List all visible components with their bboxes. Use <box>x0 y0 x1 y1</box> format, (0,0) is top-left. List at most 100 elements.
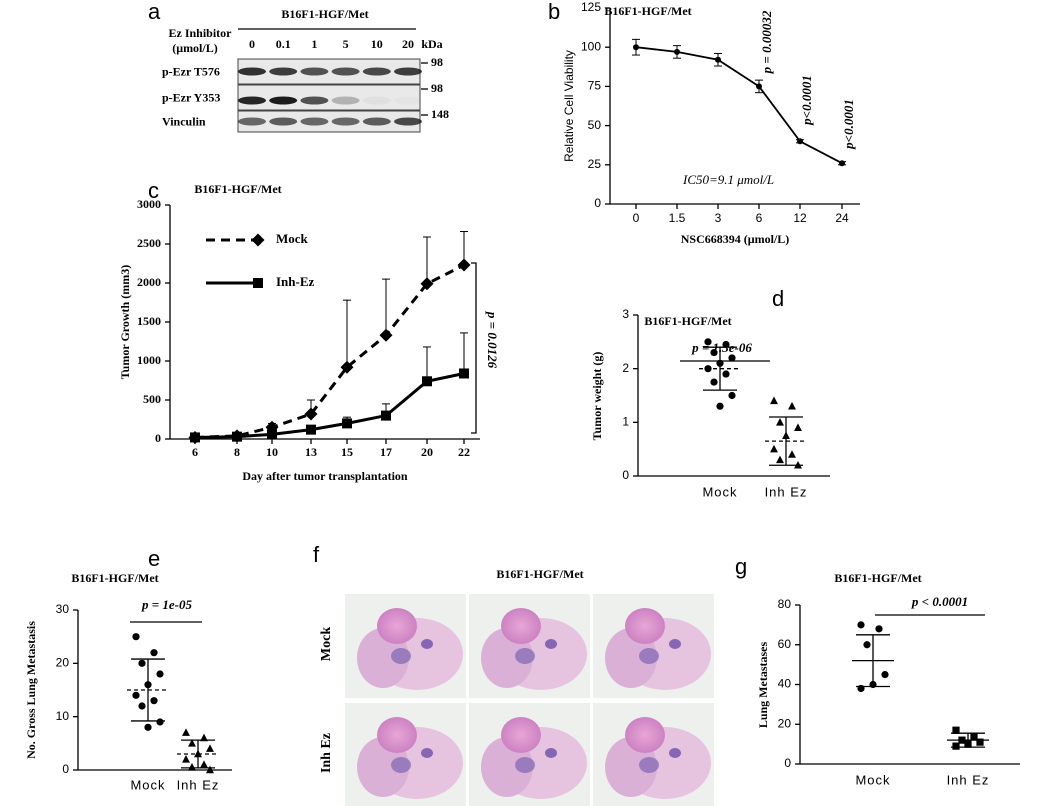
data-point <box>457 258 471 272</box>
y-tick-label: 20 <box>56 656 70 670</box>
node <box>669 639 681 649</box>
x-axis-title: Day after tumor transplantation <box>242 469 408 483</box>
lane-label: 20 <box>402 37 414 51</box>
chart-title: B16F1-HGF/Met <box>834 571 921 585</box>
blot-band <box>238 96 266 105</box>
node <box>639 648 659 664</box>
annotation: p = 0.0126 <box>485 311 500 369</box>
data-point <box>156 670 164 678</box>
significance-bracket <box>471 262 477 434</box>
data-point <box>156 718 164 726</box>
heart <box>501 608 541 644</box>
series-line <box>194 263 465 439</box>
legend-marker <box>253 278 263 288</box>
heart <box>501 717 541 753</box>
blot-band <box>238 117 266 126</box>
blot-band <box>300 67 329 76</box>
data-point <box>797 138 803 145</box>
y-tick-label: 20 <box>778 716 792 730</box>
chart-title: B16F1-HGF/Met <box>604 4 691 18</box>
data-point <box>770 396 778 405</box>
y-axis-title: Lung Metastases <box>756 642 770 729</box>
y-tick-label: 2500 <box>137 236 161 250</box>
y-tick-label: 500 <box>143 392 161 406</box>
data-point <box>970 732 978 740</box>
data-point <box>857 621 865 629</box>
data-point <box>206 765 214 774</box>
y-tick-label: 100 <box>581 39 601 53</box>
x-tick-label: Inh Ez <box>177 777 220 792</box>
blot-band <box>269 67 298 76</box>
y-tick-label: 125 <box>581 0 601 14</box>
y-axis-title: Tumor Growth (mm3) <box>118 265 132 379</box>
data-point <box>132 691 140 699</box>
series-line <box>194 372 465 439</box>
y-tick-label: 25 <box>588 157 602 171</box>
blot-band <box>300 117 329 126</box>
data-point <box>976 738 984 746</box>
y-tick-label: 2 <box>622 361 629 375</box>
x-tick-label: Mock <box>855 772 890 787</box>
data-point <box>788 401 796 410</box>
node <box>391 757 411 773</box>
row-label: Inh Ez <box>319 733 334 773</box>
y-tick-label: 1 <box>622 415 629 429</box>
data-point <box>150 649 158 657</box>
x-tick-label: 24 <box>835 211 849 225</box>
annotation: p = 1.3e-06 <box>691 340 752 355</box>
data-point <box>422 376 432 387</box>
blot-title: B16F1-HGF/Met <box>281 7 368 21</box>
annotation: p = 1e-05 <box>141 597 193 612</box>
data-point <box>715 56 721 63</box>
data-point <box>379 328 393 342</box>
panel-letter: b <box>548 0 560 24</box>
blot-band <box>362 67 391 76</box>
x-tick-label: 6 <box>756 211 763 225</box>
blot-band <box>331 117 360 126</box>
y-axis-title: Relative Cell Viability <box>562 50 576 162</box>
y-tick-label: 30 <box>56 602 70 616</box>
data-point <box>232 431 242 442</box>
heart <box>377 717 417 753</box>
y-tick-label: 1000 <box>137 353 161 367</box>
x-tick-label: Inh Ez <box>947 772 990 787</box>
lane-label: 0 <box>249 37 255 51</box>
data-point <box>674 48 680 55</box>
x-tick-label: 12 <box>793 211 807 225</box>
chart-title: B16F1-HGF/Met <box>71 571 158 585</box>
node <box>515 757 535 773</box>
blot-band <box>362 96 391 105</box>
x-tick-label: 20 <box>421 445 433 459</box>
data-point <box>788 450 796 458</box>
lane-label: 5 <box>343 37 349 51</box>
size-marker: 98 <box>431 81 443 95</box>
annotation: p<0.0001 <box>841 99 856 150</box>
data-point <box>420 277 434 291</box>
data-point <box>776 418 784 426</box>
lane-label: 0.1 <box>276 37 291 51</box>
y-tick-label: 2000 <box>137 275 161 289</box>
x-tick-label: Inh Ez <box>765 484 808 499</box>
chart-title: B16F1-HGF/Met <box>194 182 281 196</box>
y-tick-label: 0 <box>784 756 791 770</box>
annotation: p<0.0001 <box>799 75 814 126</box>
data-point <box>756 83 762 90</box>
size-marker: 148 <box>431 107 449 121</box>
legend-marker <box>251 233 265 247</box>
data-point <box>722 340 730 349</box>
y-tick-label: 75 <box>588 79 602 93</box>
treatment-label: Ez Inhibitor <box>168 26 232 40</box>
y-tick-label: 0 <box>62 762 69 776</box>
unit-label: kDa <box>421 37 442 51</box>
data-point <box>206 744 214 752</box>
y-tick-label: 40 <box>778 677 792 691</box>
blot-band <box>362 117 391 126</box>
data-point <box>267 429 277 440</box>
panel-letter: d <box>772 286 784 311</box>
x-tick-label: 15 <box>341 445 353 459</box>
heart <box>625 608 665 644</box>
x-tick-label: 1.5 <box>669 211 686 225</box>
data-point <box>952 726 960 734</box>
data-point <box>776 455 784 464</box>
